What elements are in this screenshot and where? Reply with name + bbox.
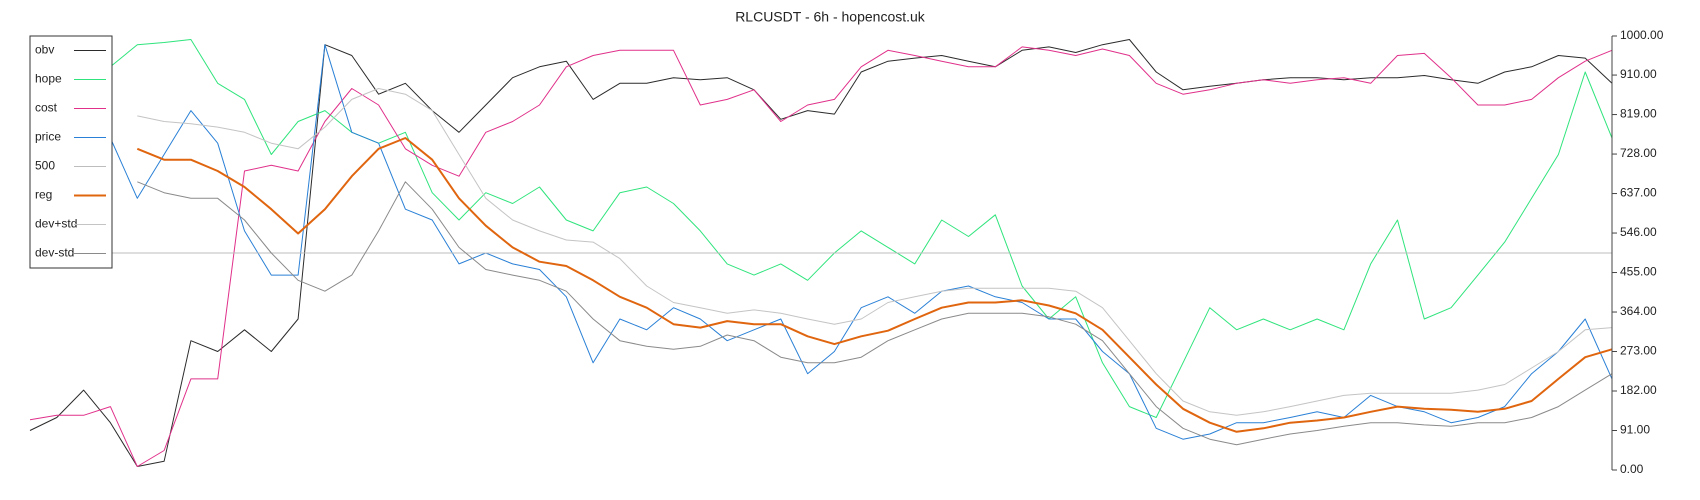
y-tick-label: 546.00: [1620, 225, 1657, 239]
legend-label: cost: [35, 101, 58, 115]
y-tick-label: 728.00: [1620, 146, 1657, 160]
legend-box: [29, 35, 113, 269]
legend-label: price: [35, 130, 61, 144]
legend-label: obv: [35, 43, 54, 57]
legend-label: hope: [35, 72, 62, 86]
chart-title: RLCUSDT - 6h - hopencost.uk: [735, 9, 926, 25]
legend: obv hope cost price 500 reg dev+std dev-std: [29, 35, 113, 269]
series-line: [29, 39, 1613, 467]
series-line: [137, 88, 1613, 416]
y-tick-label: 819.00: [1620, 107, 1657, 121]
y-tick-label: 91.00: [1620, 423, 1650, 437]
series-line: [137, 181, 1613, 446]
series-line: [110, 39, 1613, 418]
series-line: [109, 44, 1613, 440]
legend-label: dev-std: [35, 246, 74, 260]
y-tick-label: 455.00: [1620, 265, 1657, 279]
y-axis: 0.00 91.00 182.00 273.00 364.00 455.00 546.00 6…: [1611, 28, 1664, 476]
legend-label: dev+std: [35, 217, 77, 231]
plot-area: [29, 39, 1613, 467]
y-tick-label: 637.00: [1620, 186, 1657, 200]
series-line: [29, 46, 1613, 467]
y-tick-label: 1000.00: [1620, 28, 1664, 42]
legend-label: 500: [35, 159, 55, 173]
y-tick-label: 273.00: [1620, 344, 1657, 358]
legend-label: reg: [35, 188, 52, 202]
series-line: [136, 137, 1613, 433]
y-tick-label: 0.00: [1620, 462, 1644, 476]
y-tick-label: 182.00: [1620, 383, 1657, 397]
y-tick-label: 910.00: [1620, 67, 1657, 81]
y-tick-label: 364.00: [1620, 304, 1657, 318]
